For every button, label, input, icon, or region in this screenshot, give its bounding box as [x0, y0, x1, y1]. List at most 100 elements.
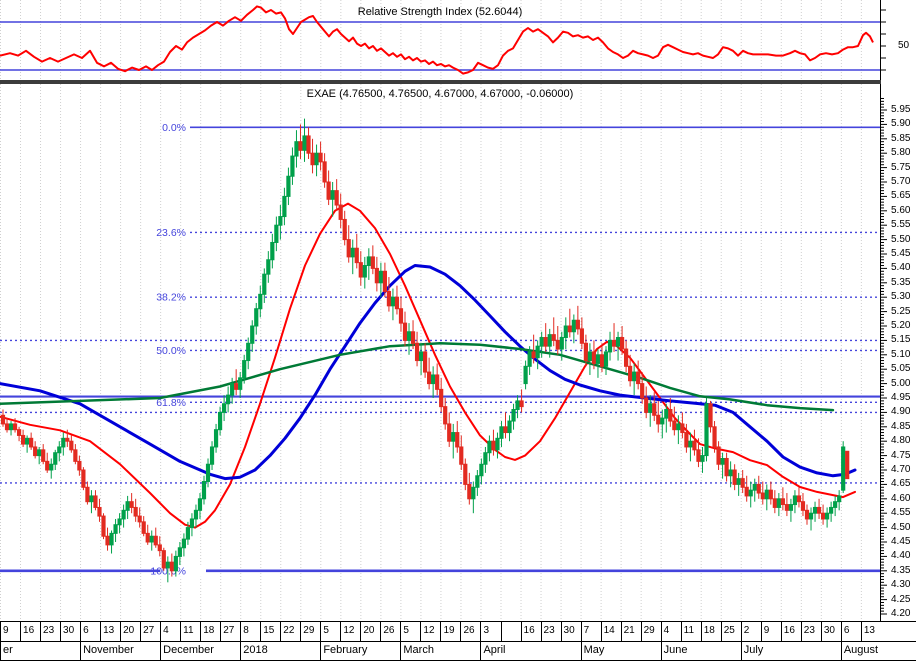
month-cell: April: [480, 642, 580, 660]
fib-label: 0.0%: [162, 122, 186, 134]
price-axis-label: 4.50: [891, 521, 911, 533]
month-cell: May: [580, 642, 661, 660]
date-cell: 12: [340, 622, 360, 641]
price-plot-area[interactable]: 0.0%23.6%38.2%50.0%61.8%100.0%: [0, 84, 880, 621]
price-axis-label: 4.70: [891, 464, 911, 475]
date-cell: 23: [40, 622, 60, 641]
date-cell: 26: [380, 622, 400, 641]
price-axis-label: 4.55: [891, 507, 911, 519]
date-cell: 6: [80, 622, 100, 641]
date-cell: 16: [780, 622, 801, 641]
date-cell: 6: [840, 622, 861, 641]
price-axis-label: 5.35: [891, 276, 911, 288]
date-cell: 9: [760, 622, 781, 641]
month-cell: December: [160, 642, 240, 660]
price-axis-label: 5.85: [891, 132, 911, 144]
date-cell: 30: [60, 622, 80, 641]
price-axis-label: 5.00: [891, 377, 911, 389]
pane-separator[interactable]: [0, 80, 881, 84]
price-axis-label: 5.50: [891, 233, 911, 245]
price-axis-label: 4.20: [891, 608, 911, 619]
price-axis-label: 5.10: [891, 348, 911, 360]
date-cell: 25: [720, 622, 741, 641]
price-axis-label: 5.30: [891, 291, 911, 303]
price-axis-label: 5.70: [891, 176, 911, 187]
price-axis-label: 4.90: [891, 406, 911, 418]
price-axis-label: 5.80: [891, 147, 911, 159]
month-cell: February: [320, 642, 400, 660]
date-cell: 11: [680, 622, 701, 641]
month-row: er November December 2018 February March April…: [0, 642, 916, 661]
month-cell: June: [660, 642, 741, 660]
price-axis-label: 5.95: [891, 104, 911, 115]
date-cell: 30: [560, 622, 581, 641]
date-cell: 9: [0, 622, 20, 641]
date-cell: 11: [180, 622, 200, 641]
price-axis-label: 4.95: [891, 392, 911, 403]
month-cell: July: [740, 642, 841, 660]
date-cell: 27: [140, 622, 160, 641]
rsi-panel[interactable]: [0, 0, 881, 80]
month-cell: November: [80, 642, 160, 660]
price-axis-label: 4.40: [891, 550, 911, 562]
price-axis-label: 5.90: [891, 118, 911, 130]
price-axis-label: 4.65: [891, 478, 911, 490]
fib-label: 23.6%: [156, 227, 186, 239]
date-cell: 26: [460, 622, 480, 641]
date-cell: 27: [220, 622, 240, 641]
price-axis-label: 4.30: [891, 579, 911, 591]
price-axis-ticks: [881, 9, 887, 615]
price-axis-label: 4.75: [891, 449, 911, 461]
price-axis-label: 4.85: [891, 420, 911, 432]
month-cell: 2018: [240, 642, 320, 660]
price-axis-label: 5.60: [891, 204, 911, 216]
date-cell: 13: [860, 622, 881, 641]
date-cell: 15: [260, 622, 280, 641]
date-cell: 3: [480, 622, 500, 641]
price-axis-label: 5.25: [891, 305, 911, 317]
price-axis-label: 5.15: [891, 334, 911, 346]
date-cell: 4: [160, 622, 180, 641]
date-cell: 13: [100, 622, 120, 641]
date-cell: 2: [740, 622, 761, 641]
date-cell: 4: [660, 622, 681, 641]
month-cell: August: [840, 642, 881, 660]
price-axis-label: 5.65: [891, 190, 911, 202]
date-cell: 8: [240, 622, 260, 641]
date-cell: 20: [120, 622, 140, 641]
price-axis-label: 5.40: [891, 262, 911, 274]
month-cell: er: [0, 642, 80, 660]
ma-fast-red: [0, 202, 856, 529]
rsi-plot-area[interactable]: [0, 0, 880, 80]
date-cell: 16: [520, 622, 541, 641]
date-cell: 30: [820, 622, 841, 641]
date-cell: 19: [440, 622, 460, 641]
price-axis-label: 5.75: [891, 161, 911, 173]
date-cell: 21: [620, 622, 641, 641]
price-axis-label: 4.25: [891, 593, 911, 605]
ma-slow-green: [0, 342, 835, 412]
price-axis-label: 5.20: [891, 320, 911, 331]
price-axis-label: 4.80: [891, 435, 911, 447]
date-cell: 5: [320, 622, 340, 641]
date-cell: 7: [580, 622, 601, 641]
date-cell: 5: [400, 622, 420, 641]
date-cell: 29: [640, 622, 661, 641]
date-cell: 18: [700, 622, 721, 641]
fib-label: 38.2%: [156, 292, 186, 304]
fib-label: 61.8%: [156, 397, 186, 409]
price-axis-label: 5.45: [891, 248, 911, 259]
date-cell: [500, 622, 521, 641]
date-cell: 16: [20, 622, 40, 641]
fib-label: 50.0%: [156, 345, 186, 357]
price-axis-label: 4.35: [891, 564, 911, 576]
ma-mid-blue: [0, 264, 857, 481]
date-cell: 23: [540, 622, 561, 641]
date-cell: 20: [360, 622, 380, 641]
date-cell: 18: [200, 622, 220, 641]
date-cell: 14: [600, 622, 621, 641]
date-axis: 9 16 23 30 6 13 20 27 4 11 18 27 8 15 22 29 5 12 20 26 5 12 19…: [0, 621, 916, 661]
price-panel[interactable]: 0.0%23.6%38.2%50.0%61.8%100.0%: [0, 84, 881, 621]
date-cell: 12: [420, 622, 440, 641]
